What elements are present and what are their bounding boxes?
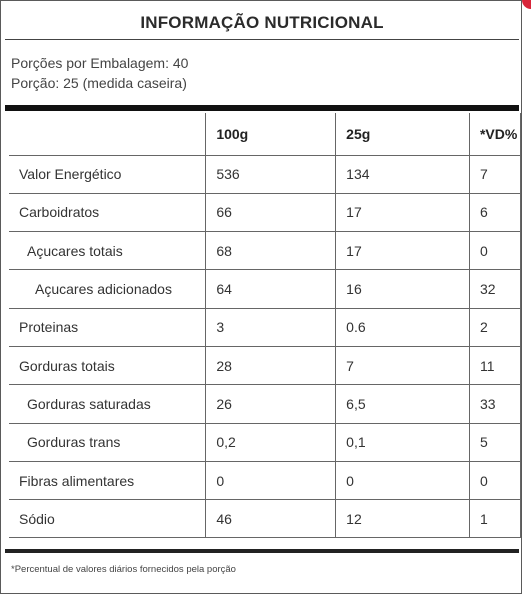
value-25g: 17 [335, 192, 470, 233]
value-vd: 7 [468, 154, 522, 194]
header-25g: 25g [335, 113, 470, 156]
value-vd: 2 [468, 307, 522, 347]
title-divider [5, 39, 519, 40]
value-100g: 0 [205, 460, 337, 501]
value-25g: 6,5 [335, 384, 470, 424]
nutrition-table: 100g 25g *VD% Valor Energético 536 134 7… [9, 113, 522, 539]
footnote: *Percentual de valores diários fornecido… [11, 564, 236, 575]
nutrient-name: Fibras alimentares [9, 460, 207, 501]
thick-divider [5, 105, 519, 111]
value-100g: 46 [205, 499, 337, 539]
table-row: Açucares totais 68 17 0 [9, 231, 522, 271]
nutrient-name: Gorduras trans [9, 422, 207, 462]
value-vd: 33 [468, 384, 522, 424]
value-25g: 12 [335, 499, 470, 539]
nutrition-label: INFORMAÇÃO NUTRICIONAL Porções por Embal… [0, 0, 522, 594]
nutrient-name: Carboidratos [9, 192, 207, 233]
nutrient-name: Proteinas [9, 307, 207, 347]
value-25g: 16 [335, 269, 470, 309]
table-row: Valor Energético 536 134 7 [9, 154, 522, 194]
value-100g: 3 [205, 307, 337, 347]
header-nutrient [9, 113, 207, 156]
value-vd: 0 [468, 460, 522, 501]
header-vd: *VD% [468, 113, 522, 156]
value-25g: 17 [335, 231, 470, 271]
label-title: INFORMAÇÃO NUTRICIONAL [140, 13, 384, 32]
table-row: Gorduras totais 28 7 11 [9, 345, 522, 386]
value-25g: 0 [335, 460, 470, 501]
value-vd: 0 [468, 231, 522, 271]
value-100g: 68 [205, 231, 337, 271]
bottom-divider [5, 549, 519, 553]
value-vd: 5 [468, 422, 522, 462]
corner-accent [522, 0, 531, 9]
table-row: Proteinas 3 0.6 2 [9, 307, 522, 347]
table-row: Gorduras saturadas 26 6,5 33 [9, 384, 522, 424]
serving-size: Porção: 25 (medida caseira) [11, 75, 187, 91]
nutrient-name: Açucares totais [9, 231, 207, 271]
value-100g: 536 [205, 154, 337, 194]
value-vd: 11 [468, 345, 522, 386]
nutrient-name: Açucares adicionados [9, 269, 207, 309]
value-vd: 32 [468, 269, 522, 309]
table-row: Gorduras trans 0,2 0,1 5 [9, 422, 522, 462]
servings-per-package: Porções por Embalagem: 40 [11, 55, 189, 71]
table-row: Sódio 46 12 1 [9, 499, 522, 539]
value-25g: 134 [335, 154, 470, 194]
table-header-row: 100g 25g *VD% [9, 113, 522, 156]
value-vd: 6 [468, 192, 522, 233]
table-row: Fibras alimentares 0 0 0 [9, 460, 522, 501]
value-100g: 0,2 [205, 422, 337, 462]
nutrient-name: Valor Energético [9, 154, 207, 194]
nutrient-name: Sódio [9, 499, 207, 539]
table-row: Açucares adicionados 64 16 32 [9, 269, 522, 309]
value-25g: 7 [335, 345, 470, 386]
value-100g: 66 [205, 192, 337, 233]
header-100g: 100g [205, 113, 337, 156]
table-row: Carboidratos 66 17 6 [9, 192, 522, 233]
nutrient-name: Gorduras totais [9, 345, 207, 386]
value-vd: 1 [468, 499, 522, 539]
value-25g: 0,1 [335, 422, 470, 462]
value-100g: 64 [205, 269, 337, 309]
value-100g: 28 [205, 345, 337, 386]
value-25g: 0.6 [335, 307, 470, 347]
nutrient-name: Gorduras saturadas [9, 384, 207, 424]
value-100g: 26 [205, 384, 337, 424]
